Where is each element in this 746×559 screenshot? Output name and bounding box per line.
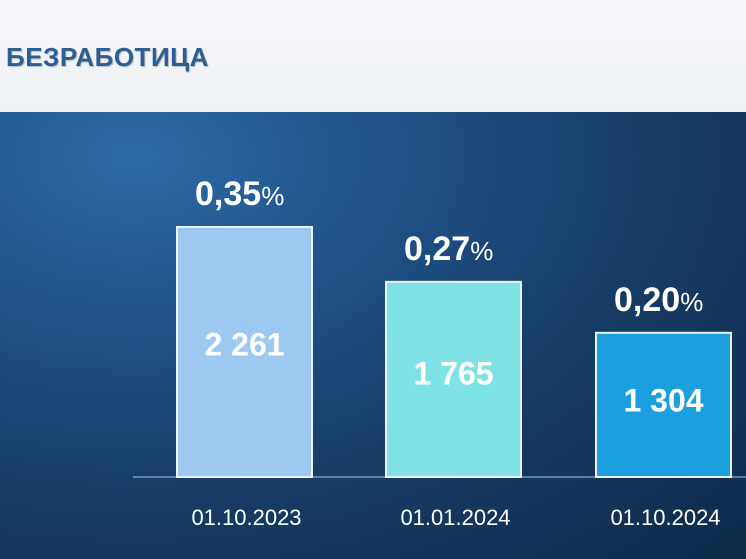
rate-unit: % xyxy=(470,236,493,266)
header: БЕЗРАБОТИЦА xyxy=(0,0,746,112)
rate-value: 0,20 xyxy=(614,281,680,319)
x-tick-label-1: 01.10.2023 xyxy=(191,505,301,530)
bar-value-label-2: 1 765 xyxy=(413,356,493,392)
rate-unit: % xyxy=(261,181,284,211)
rate-unit: % xyxy=(680,287,703,317)
rate-label-2: 0,27% xyxy=(404,230,493,268)
x-tick-label-3: 01.10.2024 xyxy=(610,505,720,530)
bar-2 xyxy=(385,280,522,478)
bar-value-label-1: 2 261 xyxy=(204,327,284,363)
bar-value-label-3: 1 304 xyxy=(623,383,703,419)
bar-1 xyxy=(176,226,313,478)
rate-label-3: 0,20% xyxy=(614,281,703,319)
page-title: БЕЗРАБОТИЦА xyxy=(6,42,209,72)
rate-label-1: 0,35% xyxy=(195,175,284,213)
bar-3 xyxy=(595,331,732,478)
rate-value: 0,35 xyxy=(195,175,261,213)
x-tick-label-2: 01.01.2024 xyxy=(400,505,510,530)
rate-value: 0,27 xyxy=(404,230,470,268)
